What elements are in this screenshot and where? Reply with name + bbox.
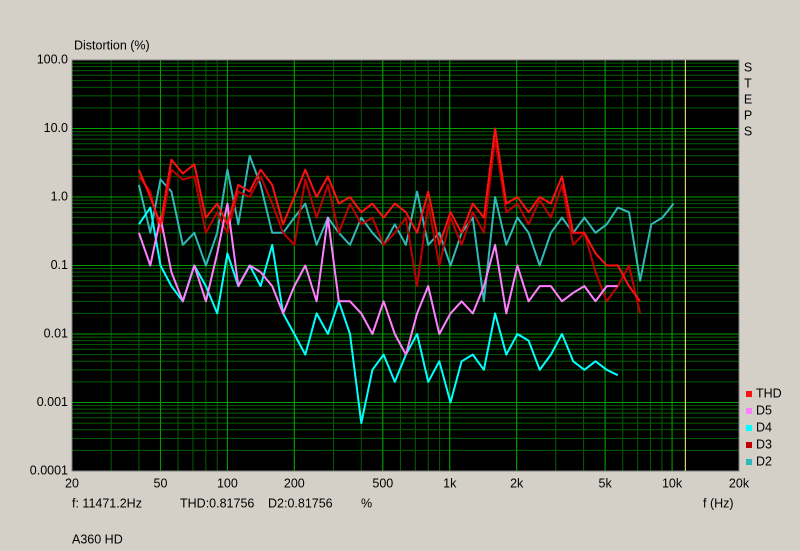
footer: A360 HD	[72, 532, 123, 546]
x-tick-label: 200	[284, 476, 305, 490]
side-label: P	[744, 108, 752, 122]
x-tick-label: 500	[372, 476, 393, 490]
y-tick-label: 0.0001	[30, 463, 68, 477]
y-tick-label: 0.1	[51, 258, 68, 272]
side-label: S	[744, 124, 752, 138]
legend-label: D4	[756, 420, 772, 434]
y-tick-label: 0.001	[37, 395, 68, 409]
series-line	[137, 127, 641, 302]
x-tick-label: 10k	[662, 476, 683, 490]
legend-label: D2	[756, 454, 772, 468]
side-label: T	[744, 76, 752, 90]
x-tick-label: 1k	[443, 476, 457, 490]
series-line	[137, 202, 618, 356]
x-tick-label: 20k	[729, 476, 750, 490]
side-label: S	[744, 60, 752, 74]
y-axis-title: Distortion (%)	[74, 38, 150, 52]
readout-thd: THD:0.81756	[180, 496, 254, 510]
cursor-label: f: 11471.2Hz	[72, 496, 142, 510]
legend-swatch	[746, 459, 752, 465]
readout-unit: %	[361, 496, 372, 510]
legend-swatch	[746, 408, 752, 414]
readout-d2: D2:0.81756	[268, 496, 333, 510]
series-line	[137, 154, 675, 303]
x-tick-label: 2k	[510, 476, 524, 490]
series-line	[138, 138, 642, 314]
x-axis-title: f (Hz)	[703, 496, 734, 510]
x-tick-label: 20	[65, 476, 79, 490]
x-tick-label: 5k	[599, 476, 613, 490]
legend-swatch	[746, 425, 752, 431]
y-tick-label: 10.0	[44, 121, 68, 135]
series-line	[138, 206, 619, 425]
x-tick-label: 50	[154, 476, 168, 490]
legend-swatch	[746, 391, 752, 397]
legend-label: THD	[756, 386, 782, 400]
plot-border	[71, 59, 740, 472]
side-label: E	[744, 92, 752, 106]
legend-swatch	[746, 442, 752, 448]
legend-label: D5	[756, 403, 772, 417]
y-tick-label: 100.0	[37, 52, 68, 66]
x-tick-label: 100	[217, 476, 238, 490]
y-tick-label: 0.01	[44, 326, 68, 340]
y-tick-label: 1.0	[51, 189, 68, 203]
legend-label: D3	[756, 437, 772, 451]
